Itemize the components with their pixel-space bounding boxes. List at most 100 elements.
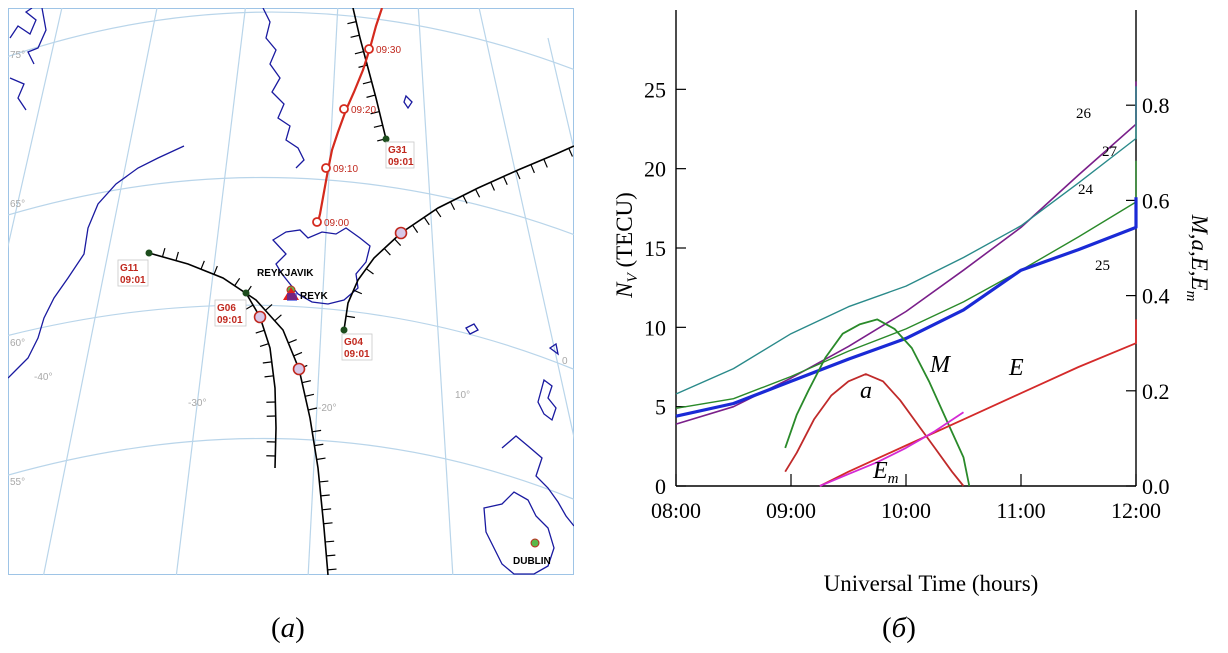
y-axis-label: NV (TECU) xyxy=(612,192,641,299)
lon-m50 xyxy=(2,2,64,269)
lat-label: 75° xyxy=(10,50,25,61)
track-tick xyxy=(373,124,383,128)
greenland-bay xyxy=(9,77,27,111)
track-g11 xyxy=(148,252,329,576)
graticule xyxy=(0,2,584,579)
red-track-marker xyxy=(312,217,322,227)
place-label-reyk: REYK xyxy=(300,291,329,302)
track-tick xyxy=(326,554,336,557)
track-tick xyxy=(358,64,368,68)
satellite-label-box xyxy=(341,333,373,361)
red-track-time: 09:30 xyxy=(376,45,401,56)
reyk-station-square xyxy=(287,293,297,301)
track-tick xyxy=(475,188,481,198)
lat-label: 65° xyxy=(10,199,25,210)
track-tick xyxy=(345,315,356,319)
lon-label: -30° xyxy=(188,398,206,409)
greenland-north-coast xyxy=(9,7,47,65)
track-tick xyxy=(354,50,364,55)
series-label-em: Em xyxy=(872,458,899,487)
track-tick xyxy=(319,480,329,483)
satellite-id: G04 xyxy=(344,337,363,348)
track-tick xyxy=(314,443,324,447)
track-tick xyxy=(262,361,272,364)
caption-a: (a) xyxy=(271,612,305,644)
caption-a-text: a xyxy=(280,612,296,644)
series-line-e_m xyxy=(819,411,964,487)
svalbard-coast xyxy=(262,7,305,169)
series-label-27: 27 xyxy=(1102,144,1118,160)
track-tick xyxy=(161,247,166,257)
track-tick xyxy=(264,375,274,378)
track-tick xyxy=(308,407,318,411)
track-tick xyxy=(327,568,337,571)
track-tick xyxy=(323,522,333,525)
satellite-dot xyxy=(242,289,250,297)
y-tick-label: 0 xyxy=(655,474,666,499)
lon-m30 xyxy=(175,2,247,579)
track-tick xyxy=(200,260,205,270)
satellite-time: 09:01 xyxy=(120,275,146,286)
lon-m20 xyxy=(307,2,339,579)
place-label-dublin: DUBLIN xyxy=(513,556,551,567)
track-tick xyxy=(312,429,322,433)
places: REYKJAVIK REYK DUBLIN xyxy=(257,268,551,567)
track-tick xyxy=(259,343,269,347)
satellite-time: 09:01 xyxy=(388,157,414,168)
track-tick xyxy=(370,111,380,115)
track-tick xyxy=(350,34,360,38)
track-tick xyxy=(394,238,402,246)
track-g31 xyxy=(352,7,387,140)
x-axis-label: Universal Time (hours) xyxy=(824,571,1039,596)
red-track-marker xyxy=(321,163,331,173)
track-tick xyxy=(264,303,273,311)
track-tick xyxy=(316,457,326,461)
iceland-coast xyxy=(271,227,371,305)
y-tick-label: 25 xyxy=(644,77,666,102)
track-tick xyxy=(234,277,241,287)
place-label-reykjavik: REYKJAVIK xyxy=(257,268,314,279)
series-label-24: 24 xyxy=(1078,182,1094,198)
y-axis-label-group: NV (TECU) xyxy=(612,192,641,299)
x-tick-label: 10:00 xyxy=(881,498,931,523)
series-line-27 xyxy=(675,86,1137,395)
track-tick xyxy=(362,80,372,85)
red-track-time: 09:10 xyxy=(333,164,358,175)
red-track-line xyxy=(316,7,384,223)
x-tick-label: 11:00 xyxy=(996,498,1045,523)
caption-b-text: б xyxy=(891,612,907,644)
track-tick xyxy=(543,158,548,168)
satellite-time: 09:01 xyxy=(344,349,370,360)
series-labels: 26 27 24 25 Ma E Em xyxy=(860,106,1118,487)
track-markers xyxy=(253,226,408,376)
series-line-m xyxy=(784,318,971,487)
britain-west xyxy=(501,435,575,527)
red-satellite-track: 09:30 09:20 09:10 09:00 xyxy=(312,7,401,229)
track-marker xyxy=(292,362,306,376)
track-tick xyxy=(530,164,535,174)
track-tick xyxy=(502,176,508,185)
track-tick xyxy=(568,148,573,157)
lat-label: 60° xyxy=(10,338,25,349)
x-tick-label: 12:00 xyxy=(1111,498,1161,523)
satellite-time: 09:01 xyxy=(217,315,243,326)
satellite-id: G06 xyxy=(217,303,236,314)
track-tick xyxy=(320,494,330,497)
y2-axis-label: M,a,E,Em xyxy=(1183,214,1212,302)
track-tick xyxy=(515,170,521,180)
small-island xyxy=(403,94,413,110)
lat-55 xyxy=(0,437,584,504)
satellite-id: G31 xyxy=(388,145,407,156)
track-tick xyxy=(301,380,311,384)
y2-tick-label: 0.0 xyxy=(1142,474,1170,499)
track-tick xyxy=(365,268,374,275)
x-tick-label: 08:00 xyxy=(651,498,701,523)
satellite-label-box xyxy=(214,299,247,327)
y2-tick-label: 0.4 xyxy=(1142,284,1170,309)
track-tick xyxy=(347,21,357,25)
track-tick xyxy=(274,314,282,322)
track-tick xyxy=(423,216,430,226)
track-marker xyxy=(253,310,267,324)
